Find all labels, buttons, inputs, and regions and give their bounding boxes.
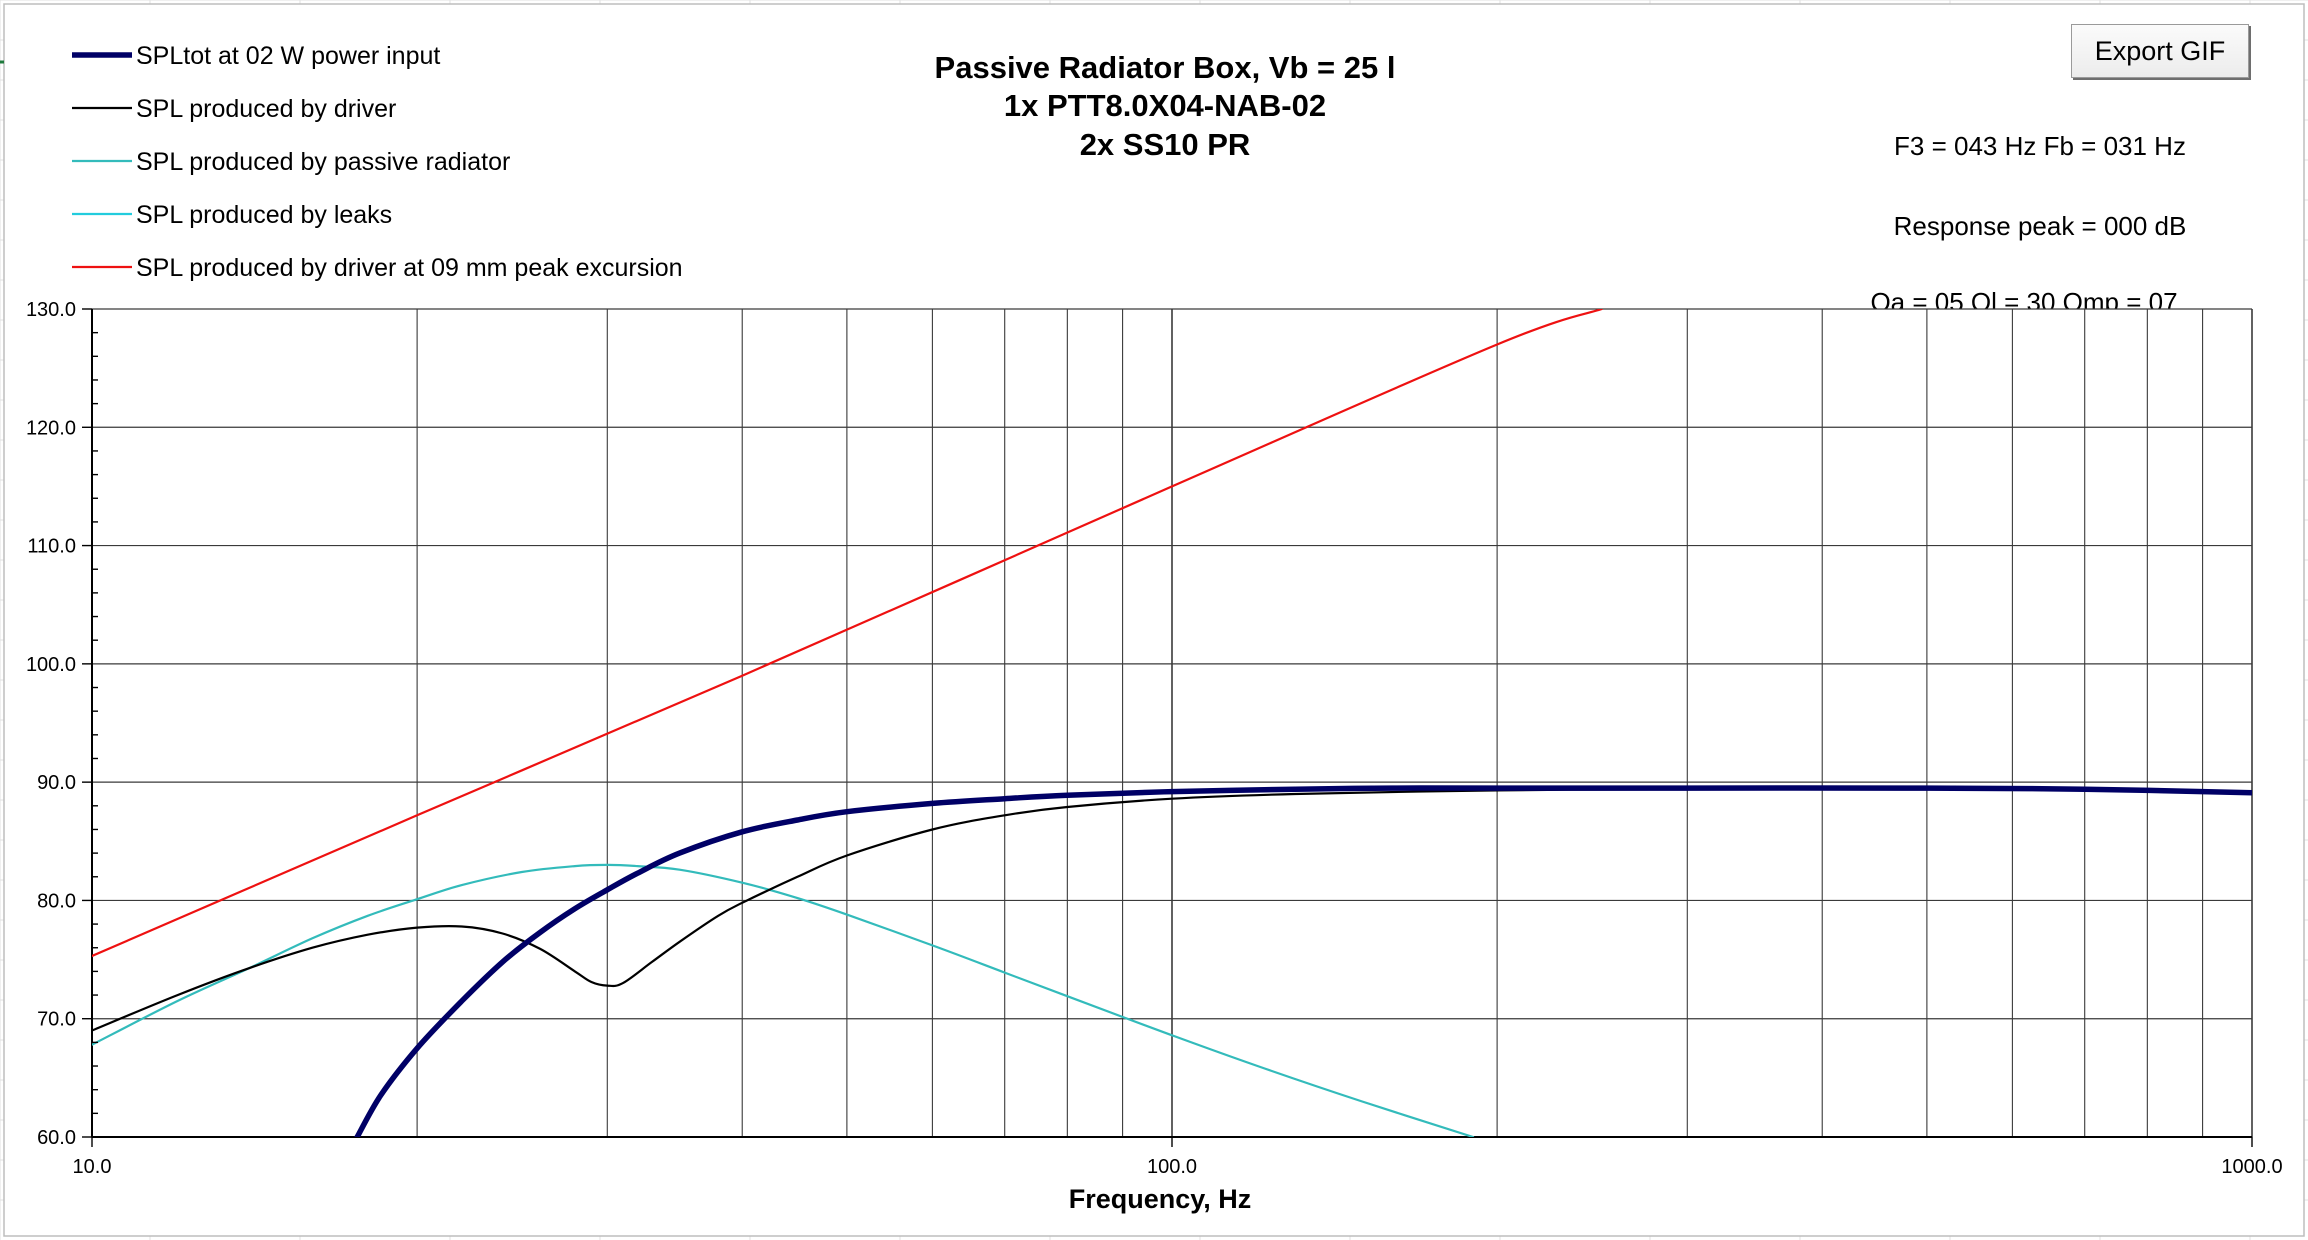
y-tick-label: 90.0: [37, 772, 76, 794]
chart-info: F3 = 043 Hz Fb = 031 Hz Response peak = …: [1870, 131, 2186, 317]
x-tick-label: 10.0: [73, 1156, 112, 1178]
series-line-2: [92, 863, 1475, 1137]
chart-title-line-2: 1x PTT8.0X04-NAB-02: [1004, 88, 1326, 123]
y-tick-label: 60.0: [37, 1127, 76, 1149]
x-axis-title: Frequency, Hz: [1069, 1184, 1252, 1214]
chart-series: [92, 309, 2252, 1137]
x-tick-label: 1000.0: [2221, 1156, 2282, 1178]
export-gif-button[interactable]: Export GIF: [2071, 24, 2249, 78]
chart-tick-labels: 60.0 70.0 80.0 90.0 100.0 110.0 120.0 130.0 10.0…: [26, 299, 2283, 1178]
chart-title-line-3: 2x SS10 PR: [1080, 127, 1251, 162]
f3-fb-label: F3 = 043 Hz Fb = 031 Hz: [1894, 131, 2186, 161]
y-tick-label: 70.0: [37, 1009, 76, 1031]
chart-title-line-1: Passive Radiator Box, Vb = 25 l: [935, 50, 1396, 85]
legend-label-2: SPL produced by passive radiator: [136, 148, 510, 176]
chart-title: Passive Radiator Box, Vb = 25 l 1x PTT8.…: [935, 50, 1396, 162]
chart-legend: SPLtot at 02 W power input SPL produced b…: [72, 42, 683, 282]
legend-label-0: SPLtot at 02 W power input: [136, 42, 440, 70]
series-line-4: [92, 309, 1603, 958]
chart-grid: [91, 308, 2253, 1138]
legend-label-1: SPL produced by driver: [136, 95, 396, 123]
legend-label-4: SPL produced by driver at 09 mm peak exc…: [136, 254, 683, 282]
response-peak-label: Response peak = 000 dB: [1894, 211, 2187, 241]
y-tick-label: 110.0: [27, 536, 76, 558]
series-line-0: [354, 785, 2252, 1137]
y-tick-label: 100.0: [26, 654, 76, 676]
y-tick-label: 80.0: [37, 890, 76, 912]
y-tick-label: 130.0: [26, 299, 76, 321]
legend-label-3: SPL produced by leaks: [136, 201, 392, 229]
y-tick-label: 120.0: [26, 417, 76, 439]
x-tick-label: 100.0: [1147, 1156, 1197, 1178]
